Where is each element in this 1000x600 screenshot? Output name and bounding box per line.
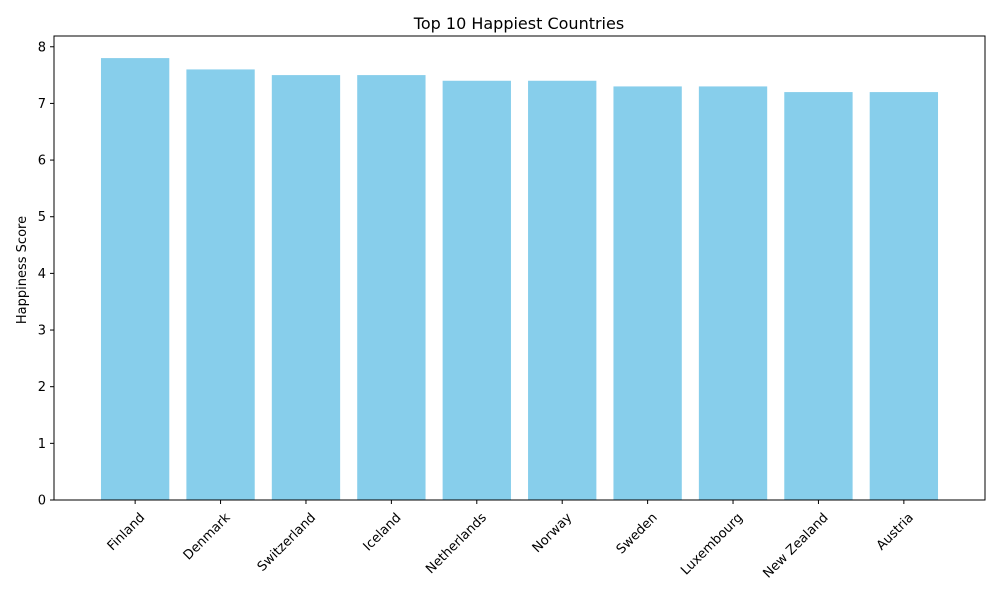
bar-finland [100, 58, 170, 500]
y-tick-label: 0 [38, 494, 46, 509]
y-tick-label: 7 [38, 97, 46, 112]
x-tick-label: Finland [105, 510, 148, 553]
bar-austria [869, 92, 939, 500]
x-tick-label: Austria [874, 510, 917, 553]
bar-norway [528, 80, 597, 500]
x-tick-label: Sweden [614, 510, 661, 557]
bar-denmark [186, 69, 255, 500]
y-tick-label: 6 [38, 154, 46, 169]
y-tick-label: 2 [38, 380, 46, 395]
bar-sweden [613, 86, 682, 500]
axes-frame [53, 35, 986, 501]
chart-title: Top 10 Happiest Countries [413, 14, 624, 33]
y-tick-label: 1 [38, 437, 46, 452]
y-tick-label: 3 [38, 324, 46, 339]
plot-area: 0 1 2 3 4 5 6 7 8 Finland Denmark Switzerland Icelan… [38, 35, 986, 581]
bar-luxembourg [698, 86, 768, 500]
x-tick-label: Iceland [361, 510, 405, 554]
x-tick-label: Luxembourg [678, 510, 746, 578]
x-tick-label: New Zealand [760, 510, 831, 581]
y-axis-label: Happiness Score [15, 216, 30, 324]
x-tick-label: Norway [530, 510, 576, 556]
x-tick-label: Netherlands [423, 510, 490, 577]
bar-iceland [357, 75, 426, 500]
x-tick-label: Denmark [181, 510, 234, 563]
x-tick-label: Switzerland [255, 510, 319, 574]
y-tick-label: 8 [38, 40, 46, 55]
y-tick-label: 5 [38, 210, 46, 225]
bar-new-zealand [784, 92, 853, 500]
y-tick-label: 4 [38, 267, 46, 282]
bar-netherlands [442, 80, 511, 500]
bar-switzerland [271, 75, 341, 500]
